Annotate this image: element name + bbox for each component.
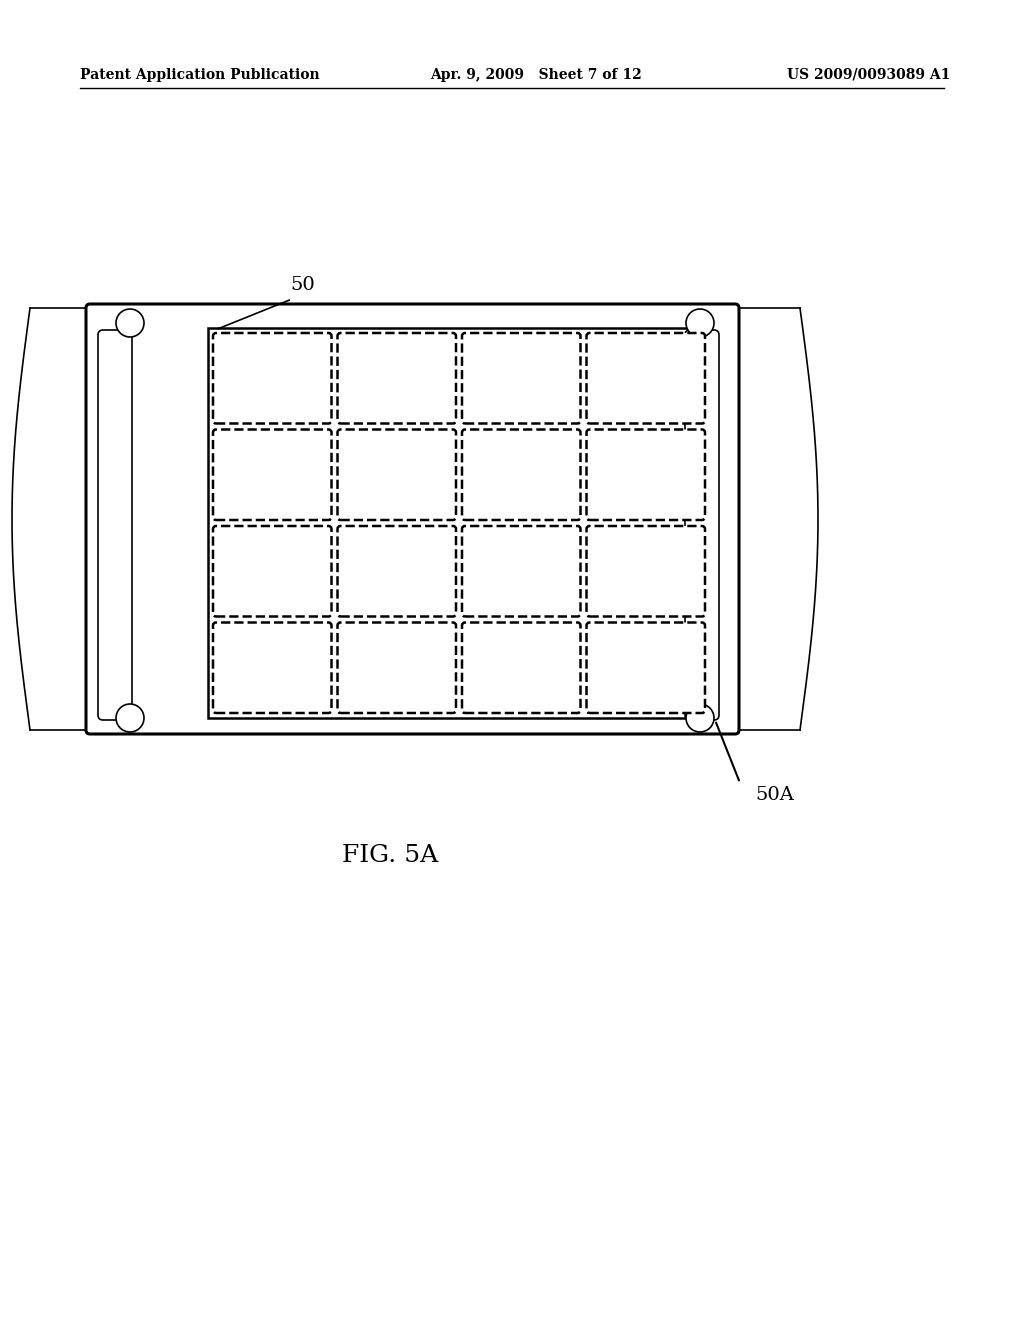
Text: 50: 50 <box>290 276 314 294</box>
Text: FIG. 5A: FIG. 5A <box>342 843 438 866</box>
FancyBboxPatch shape <box>213 525 332 616</box>
FancyBboxPatch shape <box>338 525 456 616</box>
Circle shape <box>686 309 714 337</box>
FancyBboxPatch shape <box>462 525 581 616</box>
Text: 50A: 50A <box>755 785 794 804</box>
FancyBboxPatch shape <box>213 333 332 424</box>
Circle shape <box>686 704 714 733</box>
FancyBboxPatch shape <box>338 429 456 520</box>
FancyBboxPatch shape <box>462 333 581 424</box>
Text: Patent Application Publication: Patent Application Publication <box>80 69 319 82</box>
FancyBboxPatch shape <box>587 623 705 713</box>
FancyBboxPatch shape <box>685 330 719 719</box>
Circle shape <box>116 309 144 337</box>
FancyBboxPatch shape <box>462 429 581 520</box>
FancyBboxPatch shape <box>213 429 332 520</box>
FancyBboxPatch shape <box>338 623 456 713</box>
FancyBboxPatch shape <box>462 623 581 713</box>
FancyBboxPatch shape <box>86 304 739 734</box>
FancyBboxPatch shape <box>587 333 705 424</box>
FancyBboxPatch shape <box>338 333 456 424</box>
FancyBboxPatch shape <box>208 327 710 718</box>
FancyBboxPatch shape <box>98 330 132 719</box>
Circle shape <box>116 704 144 733</box>
FancyBboxPatch shape <box>587 429 705 520</box>
Text: US 2009/0093089 A1: US 2009/0093089 A1 <box>786 69 950 82</box>
Text: Apr. 9, 2009   Sheet 7 of 12: Apr. 9, 2009 Sheet 7 of 12 <box>430 69 642 82</box>
FancyBboxPatch shape <box>213 623 332 713</box>
FancyBboxPatch shape <box>587 525 705 616</box>
